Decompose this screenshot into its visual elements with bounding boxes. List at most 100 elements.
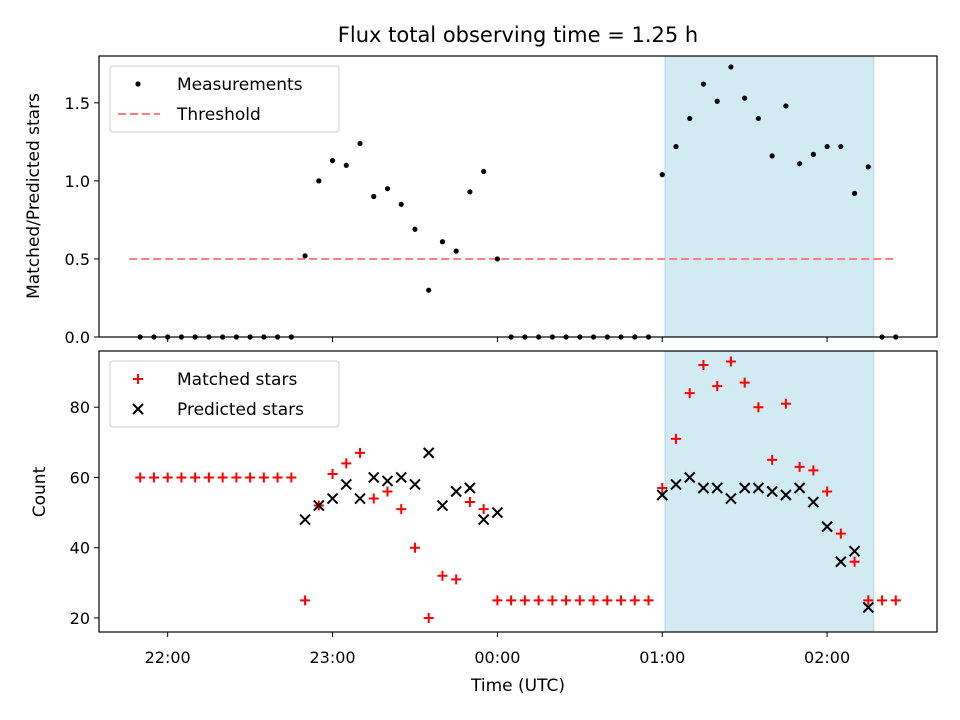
y-tick-label: 1.5 (65, 94, 90, 113)
measurement-point (824, 143, 830, 150)
predicted-star-point (684, 471, 696, 484)
legend-predicted-label: Predicted stars (177, 400, 304, 420)
matched-star-point (643, 595, 654, 606)
matched-star-point (162, 472, 173, 483)
matched-star-point (506, 595, 517, 606)
matched-star-point (574, 595, 585, 606)
matched-star-point (245, 472, 256, 483)
matched-star-point (258, 472, 269, 483)
measurement-point (302, 253, 308, 259)
measurement-point (426, 287, 432, 293)
matched-star-point (437, 570, 448, 581)
matched-star-point (355, 447, 366, 458)
predicted-star-point (807, 496, 820, 508)
bottom-y-axis-label: Count (30, 466, 50, 517)
top-legend: Measurements Threshold (109, 65, 340, 133)
y-tick-label: 40 (70, 539, 90, 558)
matched-star-point (533, 595, 544, 606)
matched-star-point (794, 461, 805, 472)
measurement-point (755, 115, 762, 122)
matched-star-point (464, 497, 475, 508)
x-tick-label: 02:00 (804, 648, 850, 667)
bottom-panel: 20 40 60 80 22:00 23:00 00:00 01:00 02:00 Count… (30, 350, 938, 667)
predicted-star-point (738, 482, 751, 494)
measurement-point (865, 164, 871, 170)
measurement-point (494, 256, 500, 262)
predicted-star-point (821, 520, 833, 533)
matched-star-point (808, 465, 819, 476)
predicted-star-point (780, 489, 792, 501)
matched-star-point (135, 472, 146, 483)
matched-star-point (519, 595, 530, 606)
matched-star-point (877, 595, 888, 606)
predicted-star-point (835, 556, 847, 568)
top-legend-box (109, 65, 340, 133)
measurement-point (316, 178, 322, 184)
matched-star-point (286, 472, 297, 483)
predicted-star-point (752, 482, 765, 494)
measurement-point (700, 81, 707, 87)
predicted-star-point (697, 482, 710, 494)
matched-star-point (300, 595, 311, 606)
predicted-star-point (409, 478, 421, 491)
predicted-star-point (326, 492, 339, 505)
bottom-legend: Matched stars Predicted stars (109, 360, 340, 428)
matched-star-point (822, 486, 833, 497)
predicted-star-point (436, 499, 449, 512)
measurement-point (481, 168, 487, 175)
measurement-point (329, 157, 336, 164)
bottom-y-ticks: 20 40 60 80 (70, 398, 99, 628)
chart-title: Flux total observing time = 1.25 h (338, 23, 698, 47)
matched-star-point (739, 377, 750, 388)
matched-star-point (588, 595, 599, 606)
bottom-x-ticks: 22:00 23:00 00:00 01:00 02:00 (145, 632, 850, 667)
x-tick-label: 22:00 (145, 648, 191, 667)
top-panel: 0.0 0.5 1.0 1.5 Matched/Predicted stars Mea… (24, 55, 938, 347)
matched-star-point (561, 595, 572, 606)
measurement-point (851, 190, 858, 196)
measurement-point (412, 226, 418, 232)
matched-star-point (217, 472, 228, 483)
y-tick-label: 80 (70, 398, 90, 417)
matched-star-point (849, 556, 860, 567)
x-tick-label: 23:00 (309, 648, 355, 667)
matched-star-point (190, 472, 201, 483)
matched-star-point (602, 595, 613, 606)
predicted-star-point (354, 492, 366, 505)
legend-threshold-label: Threshold (176, 105, 261, 125)
legend-measurements-label: Measurements (177, 75, 303, 95)
measurement-point (439, 239, 446, 245)
measurement-point (728, 64, 734, 70)
bottom-axes-frame (98, 350, 938, 633)
matched-star-point (272, 472, 283, 483)
matched-star-point (203, 472, 214, 483)
predicted-star-point (670, 478, 682, 491)
matched-star-point (753, 402, 764, 413)
matched-star-point (176, 472, 187, 483)
bottom-legend-box (109, 360, 340, 428)
predicted-star-point (464, 482, 476, 494)
shaded-span-bottom (664, 350, 875, 633)
y-tick-label: 20 (70, 609, 90, 628)
predicted-star-point (368, 471, 380, 484)
predicted-star-point (340, 478, 352, 491)
measurement-point (687, 115, 693, 122)
measurement-point (467, 189, 473, 195)
predicted-star-point (381, 475, 394, 487)
matched-star-point (767, 454, 778, 465)
y-tick-label: 0.5 (65, 250, 90, 269)
predicted-star-point (711, 482, 723, 494)
measurement-point (742, 95, 748, 101)
measurement-point (357, 140, 363, 147)
predicted-star-point (793, 482, 806, 494)
predicted-star-point (313, 499, 325, 512)
matched-star-point (492, 595, 503, 606)
top-y-ticks: 0.0 0.5 1.0 1.5 (65, 94, 99, 347)
x-axis-label: Time (UTC) (470, 676, 565, 696)
legend-matched-marker (133, 374, 143, 384)
measurement-point (659, 172, 665, 178)
x-tick-label: 00:00 (474, 648, 520, 667)
measurement-point (453, 248, 459, 254)
measurement-point (343, 162, 349, 168)
